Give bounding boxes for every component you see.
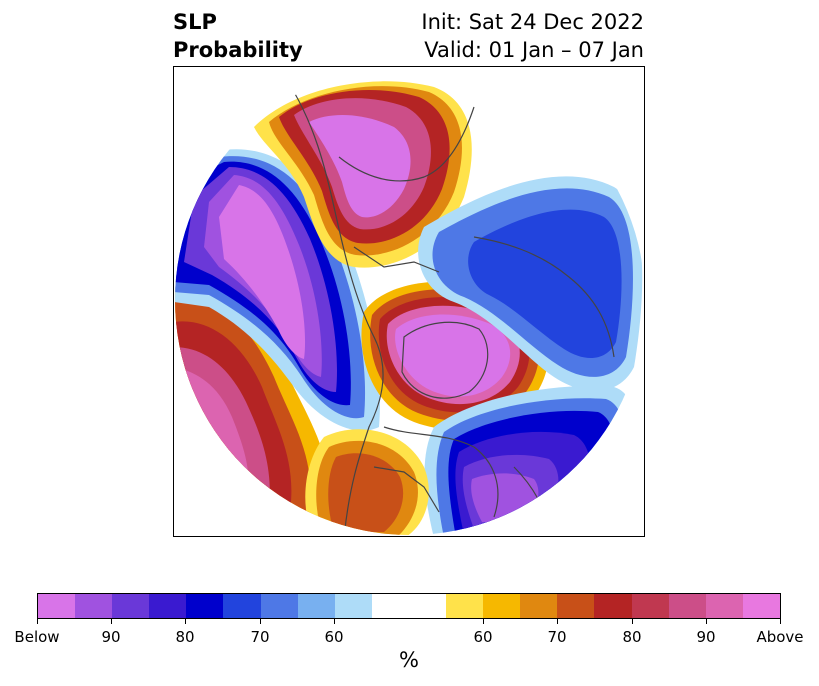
below-blob-west — [175, 149, 380, 431]
init-date: Init: Sat 24 Dec 2022 — [421, 10, 644, 34]
colorbar-segment — [149, 594, 187, 618]
colorbar-tick-label: Above — [756, 628, 804, 646]
colorbar-tick-label: 90 — [101, 628, 121, 646]
colorbar-tick-label: 60 — [324, 628, 344, 646]
colorbar-tickmark — [483, 619, 484, 624]
colorbar-segment — [631, 594, 669, 618]
colorbar-segment — [334, 594, 372, 618]
colorbar-segment — [38, 594, 76, 618]
below-blob-europe — [418, 176, 643, 391]
colorbar-tick-label: Below — [14, 628, 60, 646]
colorbar-segment — [260, 594, 298, 618]
colorbar-segment — [557, 594, 595, 618]
colorbar-tickmark — [111, 619, 112, 624]
colorbar-tickmark — [780, 619, 781, 624]
colorbar-segment — [371, 594, 447, 618]
valid-range: Valid: 01 Jan – 07 Jan — [424, 38, 644, 62]
probability-field — [175, 67, 644, 535]
colorbar-tick-label: 80 — [622, 628, 642, 646]
colorbar-segment — [483, 594, 521, 618]
colorbar-tick-label: 80 — [175, 628, 195, 646]
colorbar-tickmark — [632, 619, 633, 624]
colorbar-tick-label: 70 — [250, 628, 270, 646]
colorbar-tick-label: 90 — [696, 628, 716, 646]
colorbar-tickmark — [260, 619, 261, 624]
colorbar-tick-label: 70 — [547, 628, 567, 646]
colorbar-tickmark — [706, 619, 707, 624]
title-variable: SLP — [173, 10, 217, 34]
coastlines — [293, 91, 615, 535]
colorbar-tickmark — [334, 619, 335, 624]
above-blob-atlantic — [254, 81, 472, 268]
colorbar-segment — [594, 594, 632, 618]
colorbar-tick-label: 60 — [473, 628, 493, 646]
colorbar-tickmark — [557, 619, 558, 624]
colorbar-segment — [297, 594, 335, 618]
colorbar-segment — [75, 594, 113, 618]
map-title: SLP Probability — [173, 8, 303, 64]
colorbar-unit: % — [399, 648, 419, 672]
colorbar-segment — [112, 594, 150, 618]
colorbar-tickmark — [185, 619, 186, 624]
colorbar-segment — [520, 594, 558, 618]
colorbar — [37, 593, 781, 619]
colorbar-segment — [705, 594, 743, 618]
colorbar-tickmark — [37, 619, 38, 624]
title-metric: Probability — [173, 38, 303, 62]
colorbar-segment — [668, 594, 706, 618]
colorbar-segment — [223, 594, 261, 618]
colorbar-segment — [446, 594, 484, 618]
map-dates: Init: Sat 24 Dec 2022 Valid: 01 Jan – 07… — [421, 8, 644, 64]
colorbar-segment — [742, 594, 780, 618]
colorbar-segment — [186, 594, 224, 618]
polar-map — [173, 66, 645, 537]
